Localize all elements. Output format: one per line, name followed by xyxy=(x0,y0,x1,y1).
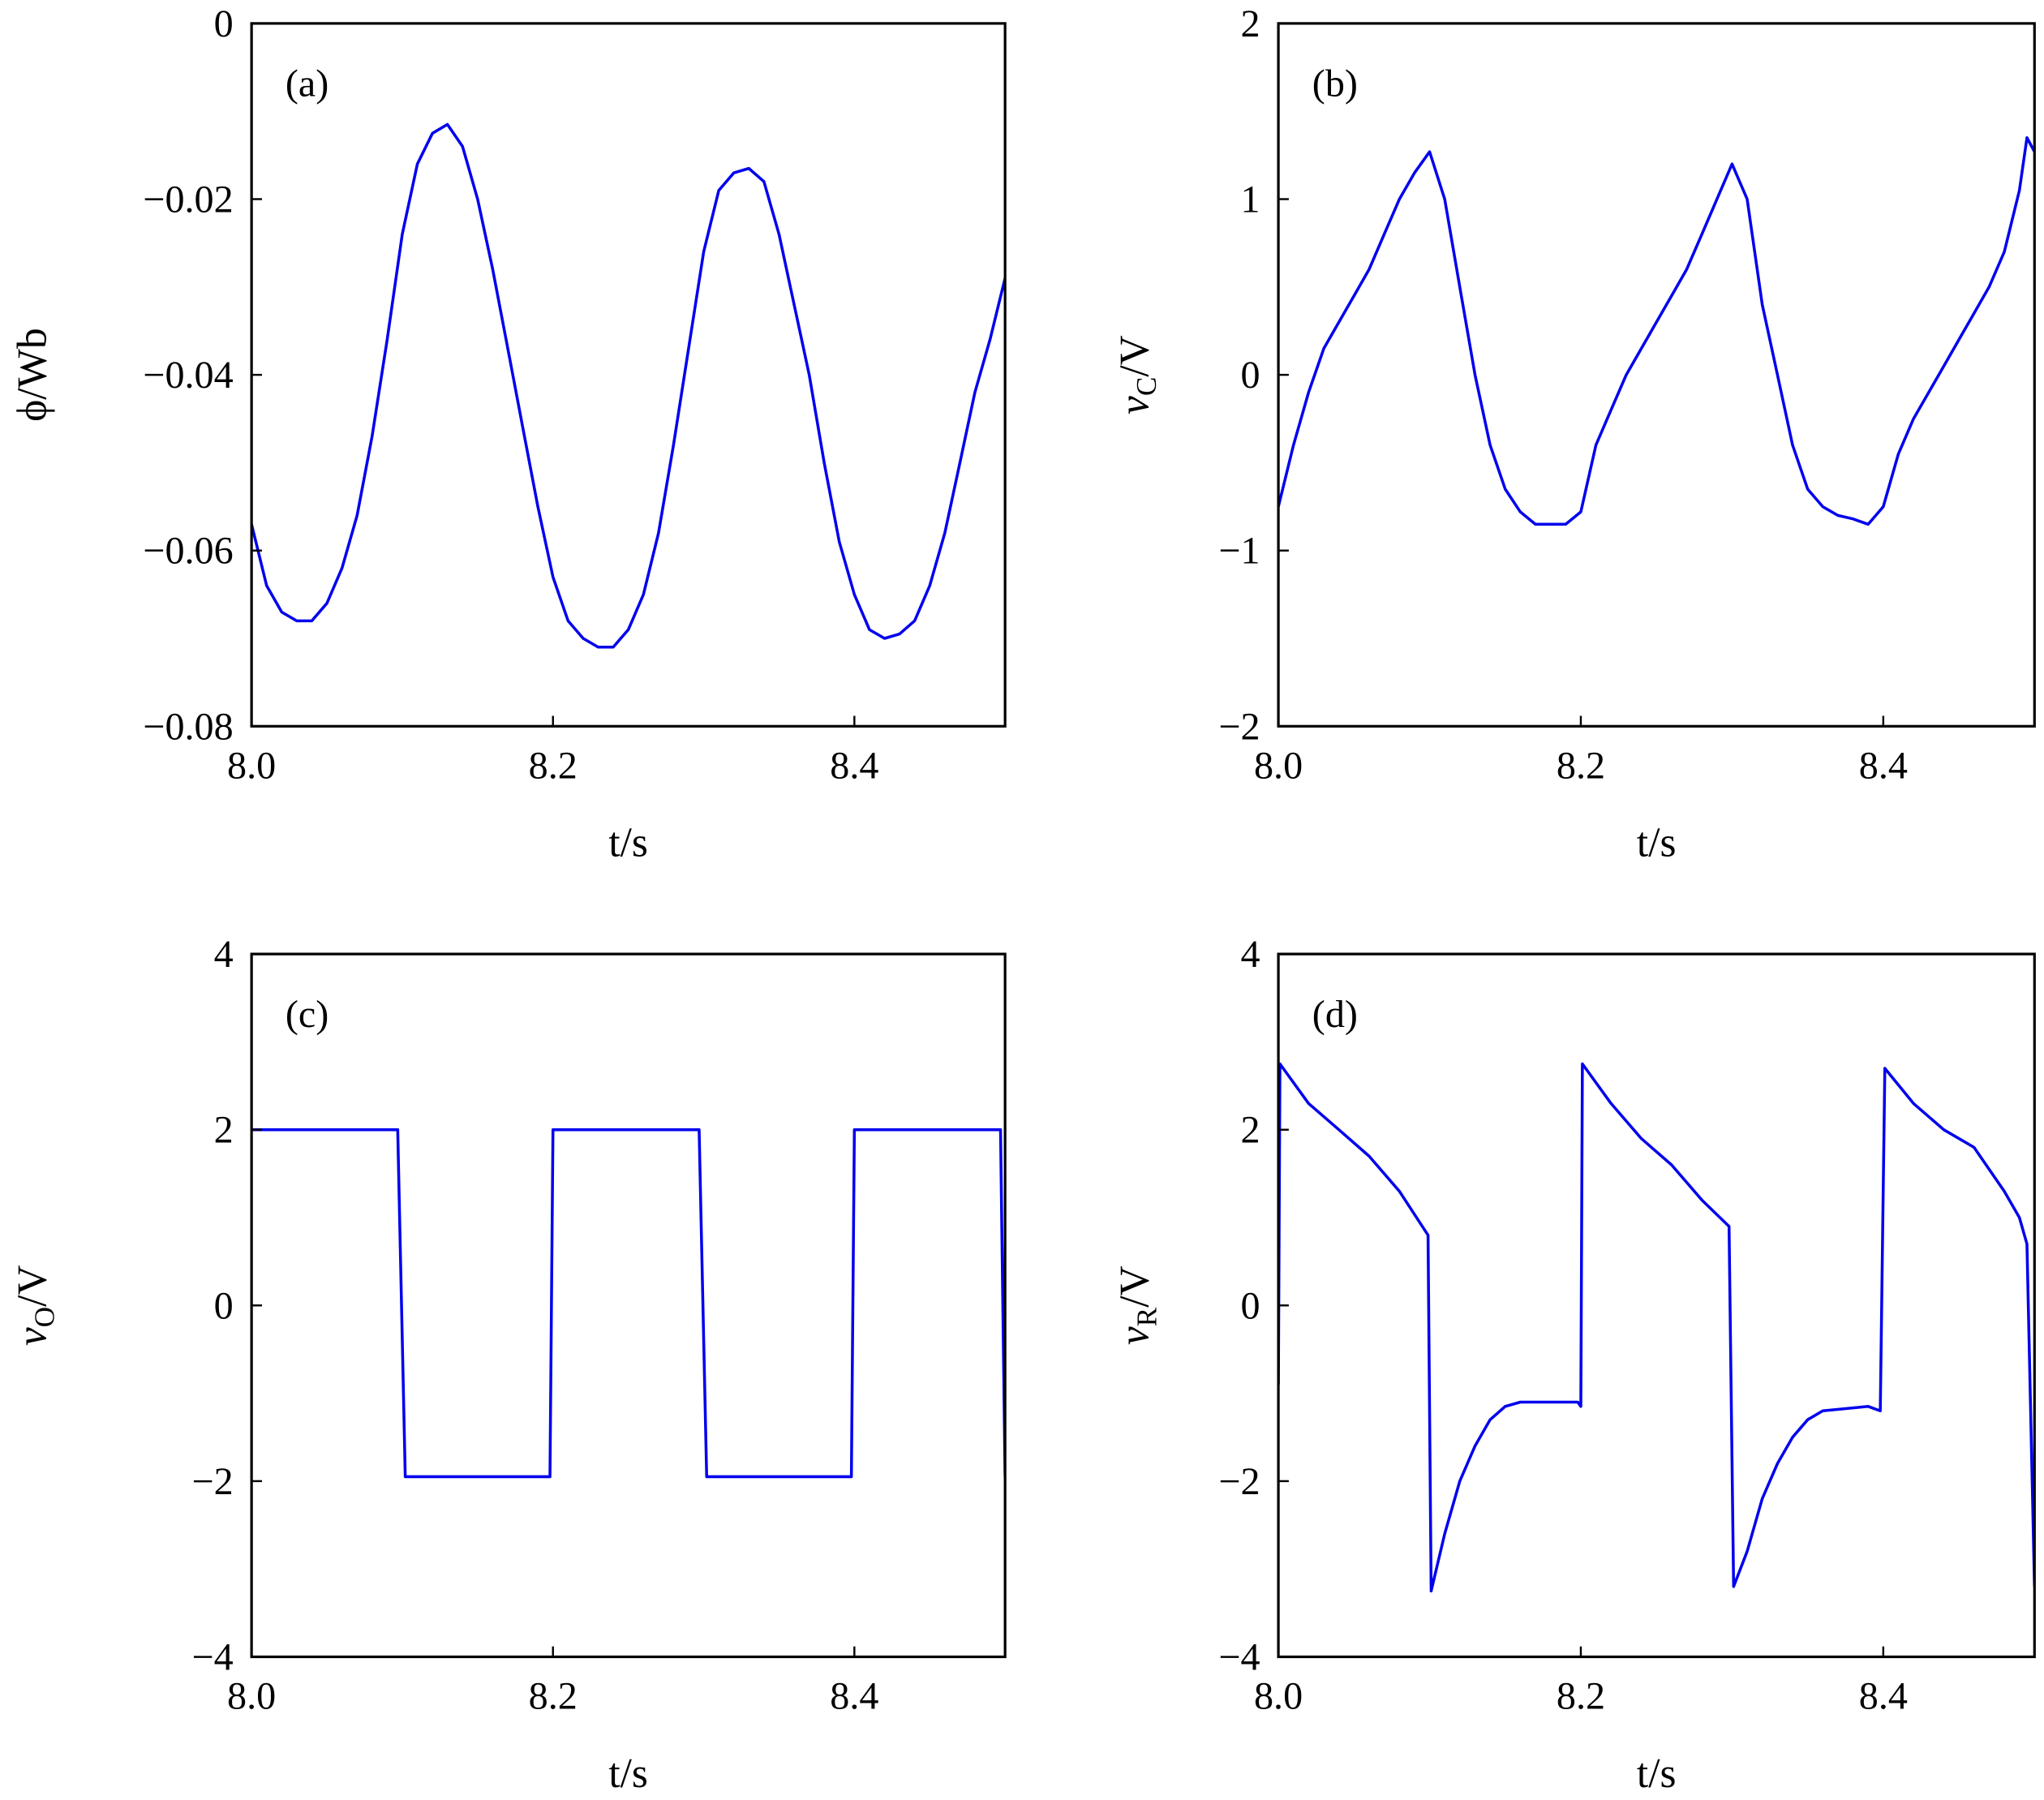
y-tick-label: 1 xyxy=(1241,178,1260,221)
y-tick-label: 2 xyxy=(1241,2,1260,45)
y-label-symbol: v xyxy=(1112,396,1158,415)
y-label-subscript: O xyxy=(28,1307,60,1327)
y-label-unit: /V xyxy=(1112,1265,1158,1307)
x-tick-label: 8.2 xyxy=(1557,1675,1605,1718)
y-label-subscript: C xyxy=(1131,377,1162,397)
y-label-symbol: v xyxy=(10,1327,56,1346)
x-tick-label: 8.2 xyxy=(529,1675,578,1718)
panel-b: 8.0 8.2 8.4 2 1 0 −1 −2 (b) t/s vC/V xyxy=(1112,2,2036,866)
y-tick-label: −0.06 xyxy=(143,530,233,573)
panel-d: 8.0 8.2 8.4 4 2 0 −2 −4 (d) t/s vR/V xyxy=(1112,933,2036,1797)
x-tick-label: 8.0 xyxy=(1254,744,1303,787)
y-tick-label: −4 xyxy=(1218,1636,1260,1679)
panel-label: (c) xyxy=(286,993,328,1036)
axes-frame xyxy=(1277,952,2036,1659)
axes-frame xyxy=(1277,22,2036,728)
y-axis-label: vO/V xyxy=(10,1265,61,1346)
x-tick-label: 8.4 xyxy=(1859,1675,1908,1718)
data-series-line xyxy=(251,1128,1006,1479)
y-tick-label: 0 xyxy=(214,1284,234,1327)
x-tick-label: 8.0 xyxy=(1254,1675,1303,1718)
y-tick-label: 0 xyxy=(1241,1284,1260,1327)
y-tick-label: 2 xyxy=(1241,1109,1260,1152)
panel-label: (a) xyxy=(286,62,328,105)
y-tick-label: −4 xyxy=(191,1636,233,1679)
x-tick-label: 8.0 xyxy=(227,1675,276,1718)
data-series-line xyxy=(251,122,1006,649)
x-axis-label: t/s xyxy=(1637,1751,1677,1797)
panel-a: 8.0 8.2 8.4 0 −0.02 −0.04 −0.06 −0.08 (a) t/s ϕ/Wb xyxy=(10,2,1007,866)
x-tick-label: 8.4 xyxy=(830,744,878,787)
x-axis-label: t/s xyxy=(608,1751,648,1797)
axes-frame xyxy=(250,22,1007,728)
y-tick-label: −2 xyxy=(1218,1460,1260,1503)
y-label-symbol: v xyxy=(1112,1326,1158,1345)
panel-label: (d) xyxy=(1312,993,1358,1036)
panel-c: 8.0 8.2 8.4 4 2 0 −2 −4 (c) t/s vO/V xyxy=(10,933,1007,1797)
y-tick-label: 4 xyxy=(1241,933,1260,976)
y-tick-label: 0 xyxy=(1241,354,1260,397)
x-tick-label: 8.2 xyxy=(1557,744,1605,787)
y-tick-label: −0.04 xyxy=(143,354,233,397)
y-tick-label: −0.08 xyxy=(143,705,233,748)
panel-label: (b) xyxy=(1312,62,1358,105)
y-tick-label: −2 xyxy=(191,1460,233,1503)
x-axis-label: t/s xyxy=(608,820,648,866)
y-label-unit: /V xyxy=(1112,335,1158,376)
y-tick-label: 2 xyxy=(214,1109,234,1152)
axes-frame xyxy=(250,952,1007,1659)
y-axis-label: vR/V xyxy=(1112,1265,1163,1345)
y-tick-label: −0.02 xyxy=(143,178,233,221)
y-tick-label: −2 xyxy=(1218,705,1260,748)
y-tick-label: 4 xyxy=(214,933,234,976)
x-tick-label: 8.0 xyxy=(227,744,276,787)
data-series-line xyxy=(1278,135,2035,526)
y-tick-label: −1 xyxy=(1218,530,1260,573)
y-axis-label: ϕ/Wb xyxy=(10,328,56,421)
y-tick-label: 0 xyxy=(214,2,234,45)
y-axis-label: vC/V xyxy=(1112,335,1163,415)
x-tick-label: 8.4 xyxy=(830,1675,878,1718)
x-axis-label: t/s xyxy=(1637,820,1677,866)
data-series-line xyxy=(1278,1062,2035,1593)
y-label-subscript: R xyxy=(1131,1307,1162,1326)
x-tick-label: 8.4 xyxy=(1859,744,1908,787)
y-label-unit: /V xyxy=(10,1265,56,1306)
x-tick-label: 8.2 xyxy=(529,744,578,787)
